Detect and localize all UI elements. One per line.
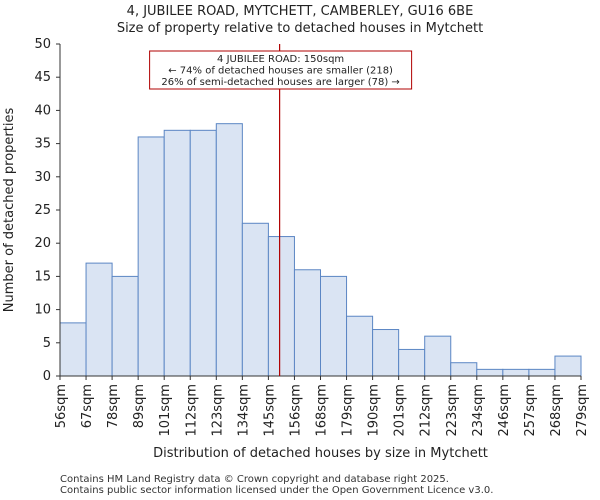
annotation-line: ← 74% of detached houses are smaller (21… — [168, 66, 393, 77]
x-tick-label: 156sqm — [288, 384, 303, 437]
y-tick-label: 5 — [43, 336, 51, 351]
bar — [111, 275, 139, 377]
footer-licence: Contains public sector information licen… — [60, 485, 494, 496]
bar — [59, 322, 87, 377]
x-tick-label: 101sqm — [158, 384, 173, 437]
x-tick-label: 89sqm — [132, 384, 147, 428]
x-tick-label: 246sqm — [497, 384, 512, 437]
bar — [450, 362, 478, 377]
x-axis-label: Distribution of detached houses by size … — [153, 446, 488, 461]
x-tick-label: 112sqm — [184, 384, 199, 437]
bar — [398, 348, 426, 377]
bar — [476, 368, 504, 377]
y-tick-label: 50 — [34, 37, 51, 52]
bar — [372, 329, 400, 377]
x-tick-label: 268sqm — [549, 384, 564, 437]
x-tick-label: 67sqm — [80, 384, 95, 428]
annotation-line: 4 JUBILEE ROAD: 150sqm — [217, 54, 344, 65]
y-tick-label: 15 — [34, 269, 51, 284]
x-tick-label: 78sqm — [106, 384, 121, 428]
bar — [293, 269, 322, 377]
bar — [502, 368, 530, 377]
footer-copyright: Contains HM Land Registry data © Crown c… — [60, 474, 449, 485]
y-tick-label: 0 — [43, 369, 51, 384]
y-tick-label: 40 — [34, 103, 51, 118]
x-tick-label: 212sqm — [419, 384, 434, 437]
x-tick-label: 145sqm — [262, 384, 277, 437]
x-tick-label: 179sqm — [341, 384, 356, 437]
x-tick-label: 134sqm — [236, 384, 251, 437]
bar — [189, 129, 217, 377]
bar — [85, 262, 113, 377]
x-tick-label: 257sqm — [523, 384, 538, 437]
x-tick-label: 234sqm — [471, 384, 486, 437]
x-tick-label: 223sqm — [445, 384, 460, 437]
x-tick-label: 201sqm — [393, 384, 408, 437]
chart-subtitle: Size of property relative to detached ho… — [116, 21, 484, 36]
y-axis-label: Number of detached properties — [2, 108, 17, 313]
bar — [267, 236, 295, 377]
bar — [241, 222, 269, 377]
bar — [163, 129, 191, 377]
x-tick-label: 168sqm — [315, 384, 330, 437]
bar — [320, 275, 348, 377]
bar — [424, 335, 452, 377]
y-tick-label: 35 — [34, 137, 51, 152]
bar — [137, 136, 165, 377]
bar — [554, 355, 582, 377]
y-tick-label: 30 — [34, 170, 51, 185]
annotation-box — [149, 50, 413, 90]
bar — [528, 368, 556, 377]
x-tick-label: 190sqm — [367, 384, 382, 437]
chart-title: 4, JUBILEE ROAD, MYTCHETT, CAMBERLEY, GU… — [126, 4, 474, 19]
bar — [346, 315, 374, 377]
bar — [215, 123, 243, 377]
y-tick-label: 25 — [34, 203, 51, 218]
y-tick-label: 10 — [34, 303, 51, 318]
annotation-line: 26% of semi-detached houses are larger (… — [161, 77, 399, 88]
y-tick-label: 20 — [34, 236, 51, 251]
y-tick-label: 45 — [34, 70, 51, 85]
x-tick-label: 123sqm — [210, 384, 225, 437]
x-tick-label: 279sqm — [575, 384, 590, 437]
x-tick-label: 56sqm — [54, 384, 69, 428]
